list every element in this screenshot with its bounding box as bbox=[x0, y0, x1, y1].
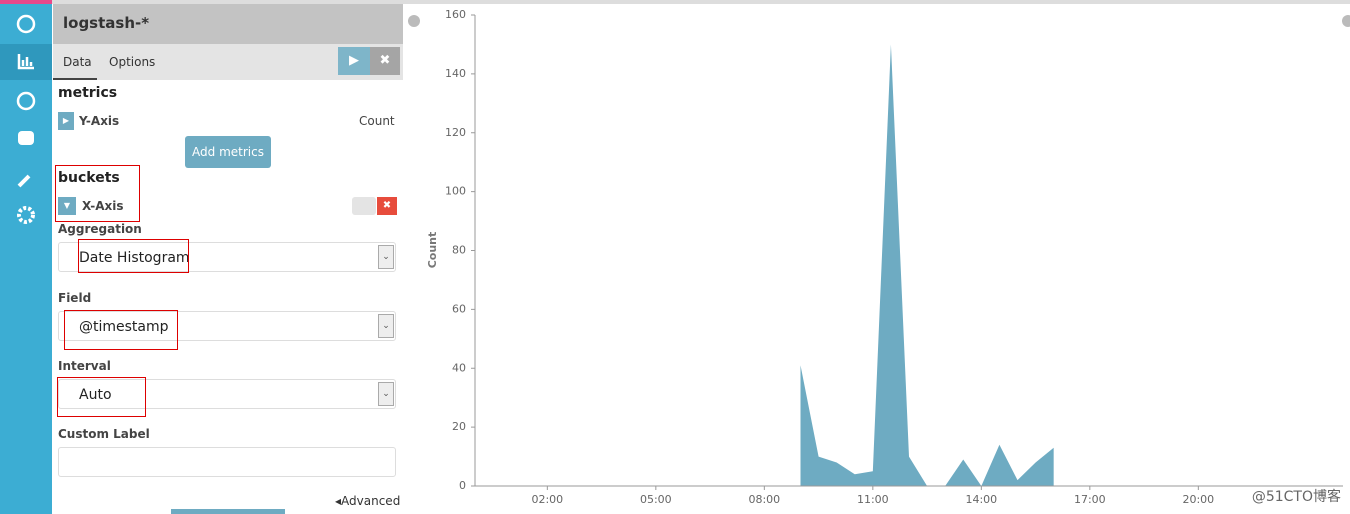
add-metrics-button[interactable]: Add metrics bbox=[185, 136, 271, 168]
select[interactable]: ⌄ bbox=[58, 379, 396, 409]
collapse-toggle[interactable]: ▼ bbox=[58, 197, 76, 215]
y-tick-label: 20 bbox=[452, 420, 466, 433]
sidebar-accent bbox=[0, 0, 52, 4]
tab[interactable]: Data bbox=[63, 55, 92, 69]
settings-icon[interactable] bbox=[17, 206, 35, 224]
select[interactable]: ⌄ bbox=[58, 311, 396, 341]
collapse-right[interactable] bbox=[1342, 15, 1350, 27]
y-axis-label: Count bbox=[426, 232, 439, 269]
watermark: @51CTO博客 bbox=[1252, 488, 1341, 505]
sidebar-icons bbox=[0, 14, 52, 224]
toggle-button[interactable] bbox=[352, 197, 376, 215]
select-arrow[interactable]: ⌄ bbox=[378, 314, 394, 338]
tab[interactable]: Options bbox=[109, 55, 156, 69]
y-tick-label: 160 bbox=[445, 8, 466, 21]
expand-toggle[interactable]: ▶ bbox=[58, 112, 74, 130]
x-tick-label: 02:00 bbox=[531, 493, 563, 506]
x-tick-label: 05:00 bbox=[640, 493, 672, 506]
collapse-left[interactable] bbox=[408, 15, 420, 27]
x-tick-label: 14:00 bbox=[965, 493, 997, 506]
field-label: Custom Label bbox=[58, 427, 150, 441]
bucket-name[interactable]: X-Axis bbox=[82, 199, 124, 213]
select[interactable]: ⌄ bbox=[58, 242, 396, 272]
field-label: Interval bbox=[58, 359, 111, 373]
remove-button[interactable]: ✖ bbox=[377, 197, 397, 215]
dashboard-icon[interactable] bbox=[16, 91, 36, 111]
sidebar bbox=[0, 0, 52, 514]
visualize-icon[interactable] bbox=[17, 54, 34, 70]
tab-bar: Data Options ▶ ✖ bbox=[53, 44, 403, 80]
select-value: Auto bbox=[79, 387, 112, 403]
y-tick-label: 60 bbox=[452, 302, 466, 315]
timelion-icon[interactable] bbox=[18, 131, 34, 145]
text-input[interactable] bbox=[58, 447, 396, 477]
advanced-text[interactable]: Advanced bbox=[341, 494, 401, 508]
y-tick-label: 0 bbox=[459, 479, 466, 492]
section-heading: metrics bbox=[58, 85, 118, 101]
y-tick-label: 80 bbox=[452, 244, 466, 257]
metric-agg: Count bbox=[359, 114, 395, 128]
advanced-link[interactable]: ◂Advanced bbox=[335, 494, 401, 508]
y-tick-label: 100 bbox=[445, 185, 466, 198]
y-tick-label: 40 bbox=[452, 361, 466, 374]
tab-underline bbox=[53, 44, 97, 80]
metric-name[interactable]: Y-Axis bbox=[79, 114, 120, 128]
annotation-box bbox=[78, 239, 189, 273]
field-label: Aggregation bbox=[58, 222, 142, 236]
x-tick-label: 08:00 bbox=[748, 493, 780, 506]
field-label: Field bbox=[58, 291, 92, 305]
index-title: logstash-* bbox=[63, 14, 150, 32]
x-tick-label: 20:00 bbox=[1182, 493, 1214, 506]
section-heading: buckets bbox=[58, 170, 120, 186]
annotation-box bbox=[57, 377, 146, 417]
x-tick-label: 17:00 bbox=[1074, 493, 1106, 506]
select-arrow[interactable]: ⌄ bbox=[378, 245, 394, 269]
discover-icon[interactable] bbox=[16, 14, 36, 34]
select-value: Date Histogram bbox=[79, 250, 190, 266]
y-tick-label: 120 bbox=[445, 126, 466, 139]
select-arrow[interactable]: ⌄ bbox=[378, 382, 394, 406]
apply-button[interactable]: ▶ bbox=[338, 47, 370, 75]
top-border bbox=[0, 0, 1350, 4]
y-tick-label: 140 bbox=[445, 67, 466, 80]
x-tick-label: 11:00 bbox=[857, 493, 889, 506]
button-edge bbox=[171, 509, 285, 514]
select-value: @timestamp bbox=[79, 319, 169, 335]
area bbox=[800, 44, 1054, 486]
devtools-icon[interactable] bbox=[17, 174, 31, 188]
annotation-box bbox=[55, 165, 140, 222]
annotation-box bbox=[64, 310, 178, 350]
index-header: logstash-* bbox=[53, 4, 403, 44]
discard-button[interactable]: ✖ bbox=[370, 47, 400, 75]
